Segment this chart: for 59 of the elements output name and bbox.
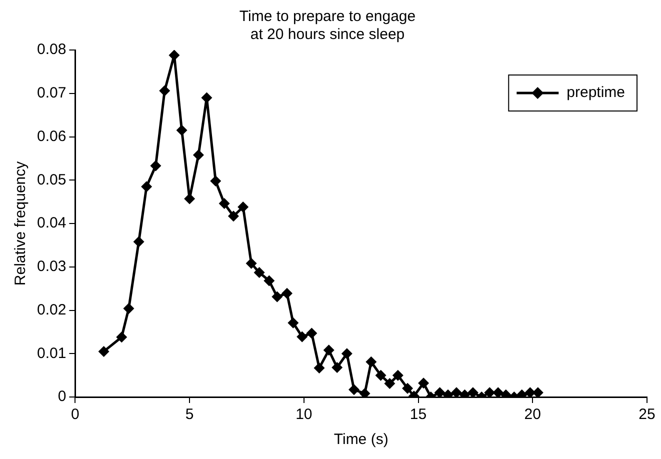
x-tick-label: 20 — [524, 406, 541, 424]
y-tick-label: 0.02 — [36, 301, 66, 318]
point — [402, 382, 414, 394]
y-tick-label: 0.03 — [36, 258, 66, 276]
point — [201, 92, 212, 104]
point — [384, 378, 396, 390]
point — [98, 346, 110, 357]
y-tick-label: 0.06 — [36, 128, 66, 145]
point — [133, 236, 144, 248]
y-axis-title: Relative frequency — [12, 160, 30, 286]
x-tick-label: 5 — [185, 406, 194, 424]
x-tick-label: 25 — [638, 406, 656, 424]
point — [323, 344, 334, 356]
point — [159, 85, 170, 96]
point — [288, 317, 299, 328]
point — [168, 50, 180, 61]
point — [192, 149, 204, 160]
point — [348, 384, 360, 396]
point — [176, 124, 188, 136]
point — [392, 370, 404, 381]
point — [467, 387, 478, 397]
point — [123, 303, 134, 314]
point — [272, 291, 283, 302]
x-tick-label: 10 — [296, 406, 312, 424]
point — [150, 160, 162, 172]
point — [314, 362, 325, 374]
point — [238, 202, 249, 213]
point — [484, 387, 496, 397]
point — [141, 181, 152, 192]
point — [375, 370, 386, 381]
point — [184, 193, 196, 204]
point — [116, 332, 128, 343]
y-tick-label: 0.07 — [36, 84, 66, 102]
point — [264, 275, 275, 286]
point — [254, 267, 265, 278]
point — [418, 378, 430, 389]
point — [218, 198, 230, 210]
y-tick-label: 0.04 — [36, 214, 66, 232]
point — [296, 331, 308, 342]
point — [281, 288, 292, 299]
point — [306, 328, 318, 339]
point — [450, 387, 462, 397]
point — [434, 387, 446, 397]
point — [492, 387, 504, 397]
y-tick-label: 0.05 — [36, 171, 66, 188]
y-tick-label: 0 — [58, 388, 66, 406]
x-axis-title: Time (s) — [334, 431, 388, 448]
point — [228, 210, 239, 222]
x-tick-label: 0 — [71, 406, 80, 424]
x-tick-label: 15 — [410, 406, 427, 424]
point — [332, 362, 343, 374]
legend-label: preptime — [566, 84, 625, 102]
point — [366, 356, 377, 368]
y-tick-label: 0.01 — [36, 344, 66, 362]
point — [341, 348, 352, 360]
point — [246, 258, 257, 269]
chart-title: Time to prepare to engage at 20 hours since sleep — [239, 8, 416, 44]
y-tick-label: 0.08 — [36, 41, 66, 58]
point — [210, 175, 222, 186]
